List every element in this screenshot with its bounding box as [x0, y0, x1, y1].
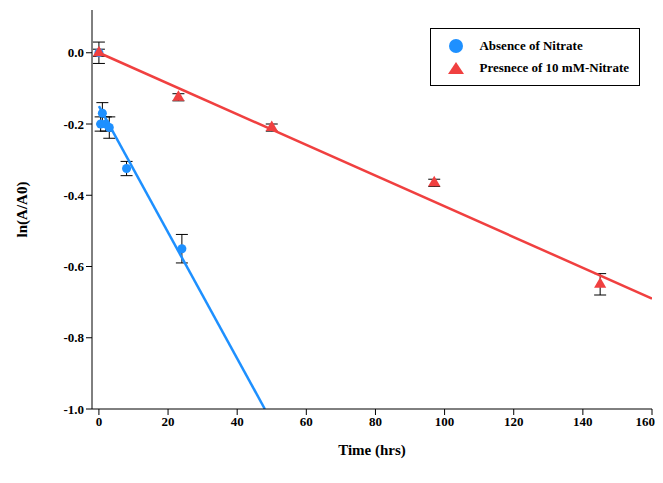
svg-text:40: 40	[231, 414, 244, 429]
svg-text:160: 160	[636, 414, 656, 429]
svg-text:100: 100	[435, 414, 455, 429]
svg-text:-0.2: -0.2	[63, 117, 84, 132]
svg-text:140: 140	[573, 414, 593, 429]
html-text:Presnece of 10 mM-Nitrate: Presnece of 10 mM-Nitrate	[479, 60, 629, 75]
svg-text:0: 0	[96, 414, 103, 429]
svg-text:0.0: 0.0	[68, 45, 84, 60]
svg-text:-0.6: -0.6	[63, 259, 84, 274]
svg-text:120: 120	[504, 414, 524, 429]
svg-text:ln(A/A0): ln(A/A0)	[14, 182, 31, 238]
svg-text:60: 60	[300, 414, 313, 429]
svg-text:-0.8: -0.8	[63, 330, 84, 345]
svg-text:-1.0: -1.0	[63, 402, 84, 417]
svg-text:20: 20	[162, 414, 175, 429]
svg-text:80: 80	[369, 414, 382, 429]
html-text:Absence of Nitrate: Absence of Nitrate	[479, 38, 583, 53]
svg-text:Time (hrs): Time (hrs)	[338, 442, 406, 459]
svg-text:-0.4: -0.4	[63, 188, 84, 203]
